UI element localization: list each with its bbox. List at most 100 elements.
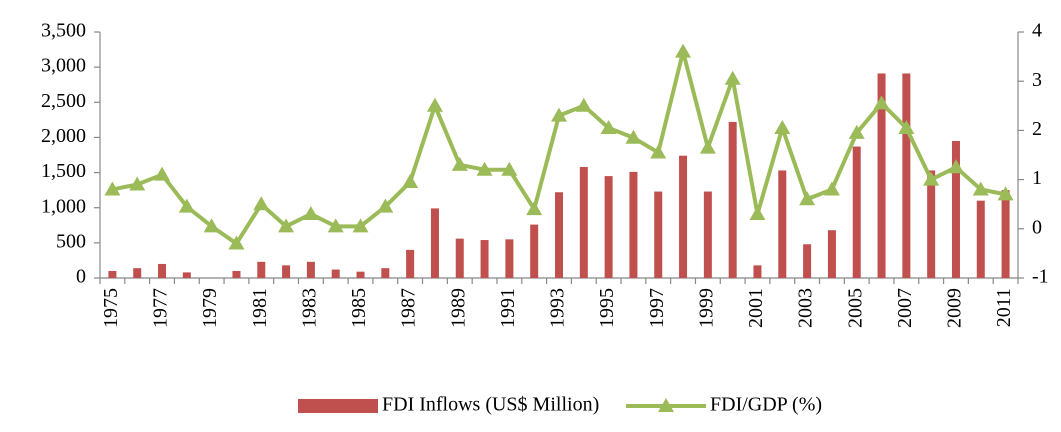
y-tick-label: 2,000 [41,125,86,147]
bar [827,230,836,278]
bar [158,263,167,278]
y2-tick-label: -1 [1032,266,1049,288]
bar [108,270,117,278]
bar [306,261,315,278]
marker [228,235,245,250]
marker [203,218,220,233]
bar [282,265,291,278]
x-tick-label: 2005 [844,288,866,328]
marker [426,97,443,112]
bar [530,224,539,278]
x-tick-label: 1993 [547,288,569,328]
marker [823,181,840,196]
x-tick-label: 1985 [348,288,370,328]
marker [873,95,890,110]
bar [753,265,762,278]
marker [923,171,940,186]
marker [699,139,716,154]
bar [331,269,340,278]
x-tick-label: 1999 [695,288,717,328]
marker [972,181,989,196]
marker [501,161,518,176]
x-tick-label: 1981 [249,288,271,328]
y2-tick-label: 2 [1032,118,1042,140]
legend-swatch [658,398,674,412]
y2-tick-label: 0 [1032,216,1042,238]
bar [902,73,911,279]
bar [579,166,588,278]
marker [848,124,865,139]
x-tick-label: 1995 [596,288,618,328]
marker [898,119,915,134]
bar [679,155,688,278]
y2-tick-label: 4 [1032,20,1042,42]
marker [799,191,816,206]
marker [402,174,419,189]
x-tick-label: 2009 [944,288,966,328]
marker [352,218,369,233]
bar [703,191,712,278]
bar [927,170,936,278]
marker [675,43,692,58]
x-tick-label: 1997 [646,288,668,328]
legend-label: FDI/GDP (%) [710,394,822,416]
y2-tick-label: 1 [1032,167,1042,189]
marker [997,186,1014,201]
bar [381,268,390,278]
marker [129,176,146,191]
bar [480,240,489,278]
marker [650,144,667,159]
marker [600,119,617,134]
bar [1001,190,1010,278]
marker [774,119,791,134]
bar [654,191,663,278]
marker [526,201,543,216]
marker [625,129,642,144]
marker [476,161,493,176]
y2-tick-label: 3 [1032,69,1042,91]
marker [154,166,171,181]
marker [278,218,295,233]
marker [551,107,567,122]
bar [778,170,787,278]
x-tick-label: 2011 [993,288,1015,327]
y-tick-label: 3,000 [41,55,86,77]
x-tick-label: 2003 [795,288,817,328]
y-tick-label: 3,500 [41,20,86,42]
bar [852,146,861,278]
marker [178,198,195,213]
bar [604,176,613,278]
x-tick-label: 1979 [199,288,221,328]
bar [555,192,563,278]
x-tick-label: 2001 [745,288,767,328]
bar [430,208,439,278]
bar [133,268,142,278]
marker [302,206,319,221]
bar [803,244,812,278]
y-tick-label: 500 [56,230,86,252]
marker [947,159,964,174]
x-tick-label: 2007 [894,288,916,328]
bar [728,121,737,278]
bar [951,140,960,278]
x-tick-label: 1983 [298,288,320,328]
y-tick-label: 1,500 [41,160,86,182]
x-tick-label: 1987 [398,288,420,328]
bar [976,200,985,278]
bar [182,272,191,278]
bar [629,171,638,278]
y-tick-label: 1,000 [41,195,86,217]
marker [377,198,394,213]
bar [232,270,241,278]
bar [455,238,464,278]
bar [406,249,415,278]
legend-label: FDI Inflows (US$ Million) [382,394,599,416]
bar [257,261,266,278]
bar [877,73,886,279]
x-tick-label: 1991 [497,288,519,328]
bar [356,271,365,278]
marker [327,218,344,233]
marker [451,156,468,171]
marker [575,97,592,112]
